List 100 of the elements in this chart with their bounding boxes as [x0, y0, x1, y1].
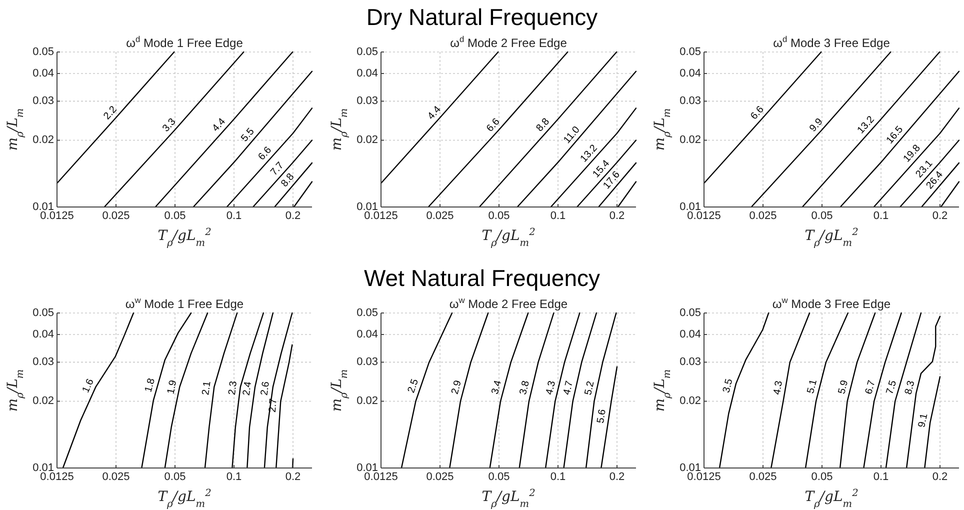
line-series [204, 312, 238, 469]
text: 8.3 [903, 379, 918, 396]
text: 4.3 [544, 379, 558, 396]
text: 5.5 [239, 126, 258, 144]
chart-title: ω$^{w}$ Mode 1 Free Edge [125, 295, 244, 311]
chart-title: ω$^{d}$ Mode 2 Free Edge [450, 34, 568, 50]
y-tick-label: 0.04 [32, 328, 54, 340]
y-tick-label: 0.02 [680, 395, 701, 408]
x-tick-label: 0.2 [285, 471, 301, 483]
y-tick-label: 0.01 [680, 462, 701, 474]
x-tick-label: 0.1 [226, 471, 242, 483]
y-tick-label: 0.03 [356, 356, 378, 368]
text: 2.1 [200, 380, 214, 396]
y-tick-label: 0.02 [356, 395, 378, 408]
x-tick-label: 0.05 [164, 471, 186, 483]
y-tick-label: 0.03 [680, 95, 701, 108]
chart-title: ω$^{d}$ Mode 3 Free Edge [773, 34, 890, 50]
text: Wet Natural Frequency [364, 265, 601, 291]
chart-title: ω$^{d}$ Mode 1 Free Edge [126, 34, 244, 50]
text: 5.6 [595, 408, 608, 424]
x-tick-label: 0.025 [102, 471, 130, 483]
line-series [276, 344, 293, 469]
text: 1.9 [166, 378, 180, 396]
x-tick-label: 0.025 [426, 210, 454, 222]
y-tick-label: 0.04 [680, 67, 701, 80]
text: 5.2 [583, 380, 597, 396]
y-tick-label: 0.05 [32, 307, 54, 319]
y-tick-label: 0.03 [32, 95, 54, 108]
y-tick-label: 0.02 [32, 134, 54, 146]
x-tick-label: 0.2 [285, 210, 301, 222]
x-tick-label: 0.025 [749, 210, 777, 222]
x-tick-label: 0.0125 [40, 210, 74, 222]
y-tick-label: 0.04 [356, 67, 378, 80]
text: 4.4 [210, 116, 228, 134]
y-tick-label: 0.03 [356, 95, 378, 108]
text: 1.6 [80, 376, 97, 395]
y-tick-label: 0.04 [32, 67, 54, 80]
text: 2.6 [259, 380, 272, 396]
x-tick-label: 0.2 [932, 210, 948, 222]
x-tick-label: 0.2 [609, 471, 625, 483]
x-tick-label: 0.2 [932, 471, 948, 483]
y-tick-label: 0.01 [356, 462, 378, 474]
y-tick-label: 0.01 [356, 201, 378, 213]
y-tick-label: 0.05 [356, 307, 378, 319]
y-tick-label: 0.05 [680, 46, 701, 58]
x-tick-label: 0.2 [609, 210, 625, 222]
text: 4.3 [772, 380, 786, 396]
x-tick-label: 0.0125 [40, 471, 74, 483]
text: 3.8 [518, 379, 532, 396]
x-tick-label: 0.1 [226, 210, 242, 222]
y-tick-label: 0.01 [32, 462, 54, 474]
x-tick-label: 0.025 [426, 471, 454, 483]
y-tick-label: 0.04 [680, 328, 701, 340]
chart-title: ω$^{w}$ Mode 2 Free Edge [449, 295, 568, 311]
y-tick-label: 0.05 [356, 46, 378, 58]
text: 6.6 [748, 104, 767, 122]
text: 11.0 [562, 124, 583, 146]
y-tick-label: 0.01 [680, 201, 701, 213]
x-tick-label: 0.025 [749, 471, 777, 483]
x-tick-label: 0.05 [164, 210, 186, 222]
text: 6.6 [484, 116, 503, 134]
x-tick-label: 0.0125 [364, 471, 398, 483]
x-tick-label: 0.05 [811, 471, 833, 483]
x-tick-label: 0.05 [811, 210, 833, 222]
x-tick-label: 0.0125 [687, 471, 721, 483]
y-tick-label: 0.02 [680, 134, 701, 146]
line-series [585, 312, 617, 469]
text: 3.5 [721, 377, 736, 394]
x-tick-label: 0.025 [102, 210, 130, 222]
text: 2.9 [450, 378, 464, 396]
x-tick-label: 0.1 [873, 471, 889, 483]
x-tick-label: 0.1 [550, 210, 566, 222]
y-tick-label: 0.05 [32, 46, 54, 58]
text: 4.7 [562, 380, 576, 396]
x-tick-label: 0.1 [550, 471, 566, 483]
chart-title: ω$^{w}$ Mode 3 Free Edge [772, 295, 891, 311]
text: 2.3 [226, 380, 240, 396]
text: Dry Natural Frequency [366, 4, 598, 30]
text: 9.1 [916, 412, 930, 428]
text: 9.9 [808, 116, 826, 134]
text: 5.9 [836, 378, 851, 396]
y-tick-label: 0.03 [32, 356, 54, 368]
text: 4.4 [426, 104, 444, 122]
text: 2.4 [241, 380, 254, 396]
text: 1.8 [143, 376, 158, 394]
x-tick-label: 0.05 [488, 210, 510, 222]
line-series [563, 312, 597, 469]
x-tick-label: 0.0125 [687, 210, 721, 222]
y-tick-label: 0.03 [680, 356, 701, 368]
text: 3.4 [490, 378, 504, 396]
y-tick-label: 0.01 [32, 201, 54, 213]
y-tick-label: 0.02 [356, 134, 378, 146]
text: 6.7 [864, 378, 878, 396]
line-series [906, 316, 941, 469]
text: 2.2 [102, 104, 120, 122]
x-tick-label: 0.1 [873, 210, 889, 222]
x-tick-label: 0.0125 [364, 210, 398, 222]
y-tick-label: 0.04 [356, 328, 378, 340]
text: 2.5 [406, 377, 422, 394]
line-series [839, 312, 876, 469]
